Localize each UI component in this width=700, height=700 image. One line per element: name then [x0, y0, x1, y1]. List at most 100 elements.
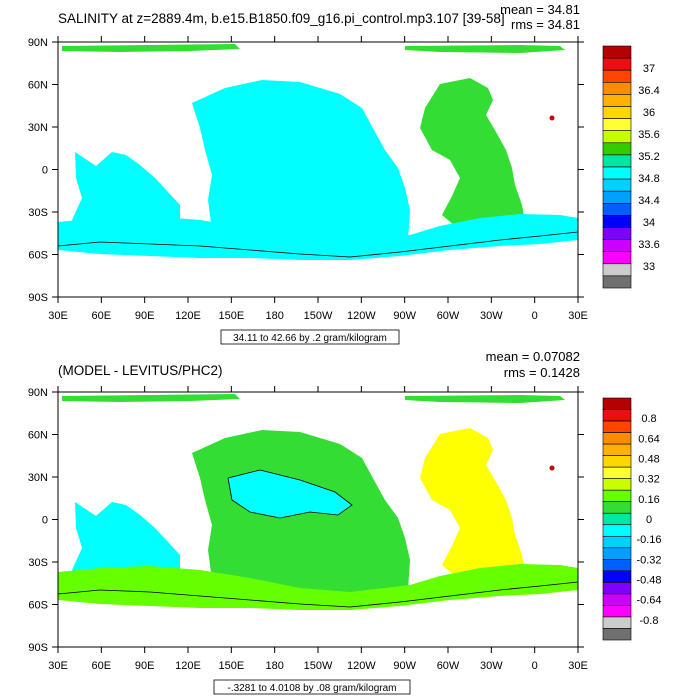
panel2-southern-ocean [58, 564, 578, 610]
x-tick-label: 150W [304, 310, 333, 322]
x-tick-label: 150W [304, 660, 333, 672]
colorbar-label: 0.64 [638, 433, 659, 445]
panel2-contour-line [227, 469, 353, 519]
y-tick-label: 0 [42, 165, 48, 177]
panel1-map [57, 41, 579, 298]
colorbar-swatch [602, 215, 632, 228]
colorbar-swatch [602, 57, 632, 71]
colorbar-swatch [602, 628, 632, 641]
colorbar-label: -0.32 [636, 554, 661, 566]
panel1-mean: mean = 34.81 [500, 2, 580, 17]
colorbar-label: 33 [643, 261, 655, 273]
x-tick-label: 30E [568, 310, 588, 322]
x-tick-label: 150E [218, 310, 244, 322]
panel1-rms: rms = 34.81 [511, 17, 580, 32]
colorbar-label: 0 [646, 514, 652, 526]
x-tick-label: 120E [175, 660, 201, 672]
colorbar-swatch [602, 466, 632, 479]
colorbar-swatch [602, 82, 632, 95]
panel2-pacific-cyan-patch [228, 470, 352, 518]
x-tick-label: 90W [393, 660, 416, 672]
panel2-hot-spot [549, 465, 555, 471]
colorbar-swatch [602, 227, 632, 240]
panel2-contour-info: -.3281 to 4.0108 by .08 gram/kilogram [228, 683, 397, 694]
colorbar-label: -0.64 [636, 595, 661, 607]
colorbar-label: 0.8 [641, 413, 656, 425]
colorbar-swatch [602, 178, 632, 192]
y-tick-label: 60N [28, 80, 48, 92]
x-tick-label: 120E [175, 310, 201, 322]
x-tick-label: 180 [265, 660, 283, 672]
colorbar-label: 34.4 [638, 195, 659, 207]
panel1-colorbar: 37 36.4 36 35.6 35.2 34.8 34.4 34 33.6 33 [602, 45, 660, 289]
x-tick-label: 30E [568, 660, 588, 672]
x-tick-label: 0 [532, 660, 538, 672]
difference-panel: (MODEL - LEVITUS/PHC2) mean = 0.07082 rm… [28, 349, 662, 695]
x-tick-label: 30W [480, 310, 503, 322]
colorbar-swatch [602, 106, 632, 119]
colorbar-swatch [602, 118, 632, 131]
y-tick-label: 90S [28, 292, 48, 304]
colorbar-swatch [602, 420, 632, 433]
panel1-hot-spot [549, 115, 555, 121]
y-tick-label: 90S [28, 642, 48, 654]
colorbar-label: 33.6 [638, 239, 659, 251]
colorbar-swatch [602, 524, 632, 537]
colorbar-label: 36 [643, 107, 655, 119]
panel2-title: (MODEL - LEVITUS/PHC2) [58, 363, 223, 378]
x-tick-label: 30W [480, 660, 503, 672]
colorbar-swatch [602, 478, 632, 491]
panel1-pacific-ocean [192, 80, 410, 252]
y-tick-label: 90N [28, 387, 48, 399]
y-tick-label: 30S [28, 557, 48, 569]
colorbar-swatch [602, 501, 632, 514]
colorbar-swatch [602, 489, 632, 503]
colorbar-swatch [602, 251, 632, 265]
x-tick-label: 60W [437, 660, 460, 672]
colorbar-label: -0.8 [640, 615, 659, 627]
colorbar-label: 0.16 [638, 494, 659, 506]
colorbar-swatch [602, 616, 632, 629]
colorbar-swatch [602, 593, 632, 606]
colorbar-swatch [602, 94, 632, 107]
y-tick-label: 30N [28, 472, 48, 484]
colorbar-swatch [602, 432, 632, 445]
colorbar-label: -0.48 [636, 575, 661, 587]
panel1-title: SALINITY at z=2889.4m, b.e15.B1850.f09_g… [58, 11, 505, 26]
panel2-atlantic-ocean [420, 428, 525, 578]
colorbar-label: 36.4 [638, 85, 659, 97]
panel2-arctic-ocean [62, 394, 565, 403]
x-tick-label: 30E [48, 310, 68, 322]
colorbar-swatch [602, 130, 632, 144]
colorbar-swatch [602, 263, 632, 277]
panel2-x-axis: 30E 60E 90E 120E 150E 180 150W 120W 90W 60W 30W 0 30… [48, 386, 588, 672]
colorbar-label: 37 [643, 63, 655, 75]
panel2-mean: mean = 0.07082 [486, 349, 580, 364]
colorbar-label: 35.6 [638, 129, 659, 141]
panel1-contour-line [57, 231, 579, 258]
colorbar-swatch [602, 275, 632, 289]
x-tick-label: 90E [135, 310, 155, 322]
x-tick-label: 90W [393, 310, 416, 322]
colorbar-label: -0.16 [636, 534, 661, 546]
colorbar-swatch [602, 154, 632, 168]
colorbar-label: 0.48 [638, 454, 659, 466]
colorbar-swatch [602, 190, 632, 204]
colorbar-swatch [602, 45, 632, 59]
colorbar-swatch [602, 166, 632, 180]
y-tick-label: 0 [42, 515, 48, 527]
x-tick-label: 0 [532, 310, 538, 322]
colorbar-swatch [602, 547, 632, 560]
panel2-contour-info-box: -.3281 to 4.0108 by .08 gram/kilogram [213, 679, 411, 695]
x-tick-label: 90E [135, 660, 155, 672]
panel2-y-axis: 90N 60N 30N 0 30S 60S 90S [28, 387, 584, 654]
colorbar-swatch [602, 239, 632, 253]
colorbar-swatch [602, 409, 632, 422]
panel1-y-axis: 90N 60N 30N 0 30S 60S 90S [28, 37, 584, 304]
panel2-colorbar: 0.8 0.64 0.48 0.32 0.16 0 -0.16 -0.32 -0.48 -0.64… [602, 397, 662, 641]
colorbar-swatch [602, 203, 632, 216]
y-tick-label: 30S [28, 207, 48, 219]
x-tick-label: 30E [48, 660, 68, 672]
colorbar-swatch [602, 443, 632, 456]
